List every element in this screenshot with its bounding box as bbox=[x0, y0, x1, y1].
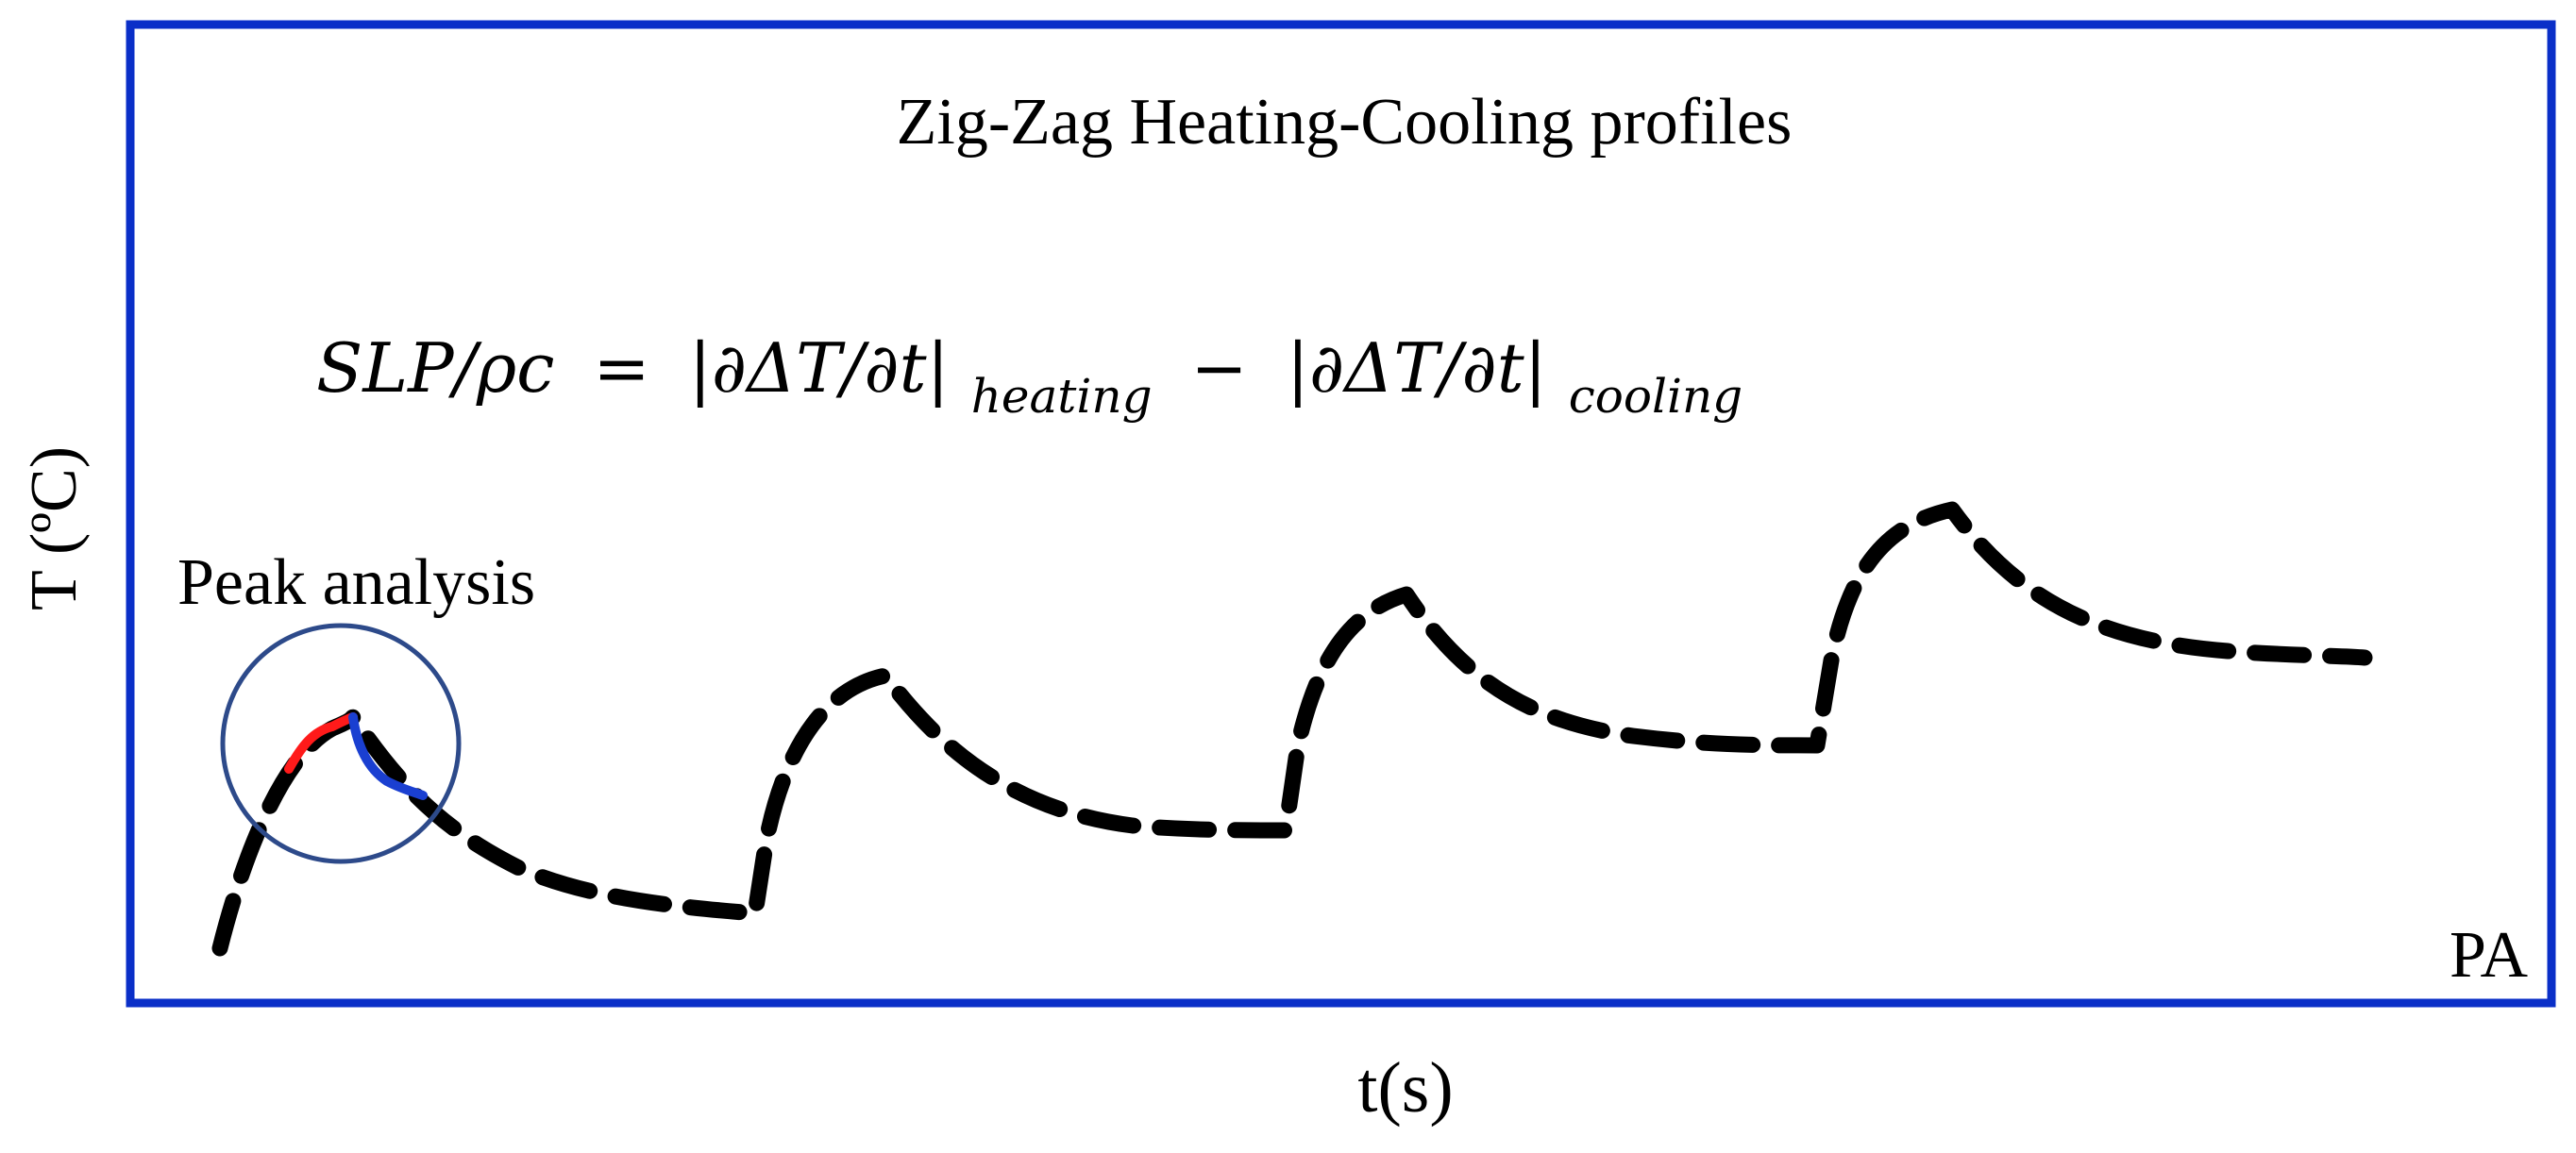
peak-analysis-circle bbox=[220, 623, 462, 864]
y-axis-label: T (ºC) bbox=[18, 446, 91, 610]
plot-frame bbox=[126, 20, 2556, 1008]
peak-analysis-label: Peak analysis bbox=[177, 546, 535, 619]
slp-equation: SLP/ρc = |∂ΔT/∂t| heating − |∂ΔT/∂t| coo… bbox=[316, 328, 1743, 428]
cooling-segment bbox=[348, 712, 428, 800]
equation-heating-term: |∂ΔT/∂t| bbox=[689, 328, 950, 408]
x-axis-label: t(s) bbox=[1357, 1048, 1453, 1128]
equation-cooling-term: |∂ΔT/∂t| bbox=[1287, 328, 1547, 408]
equation-cooling-subscript: cooling bbox=[1569, 369, 1743, 424]
equation-equals: = bbox=[593, 328, 649, 408]
corner-label: PA bbox=[2450, 919, 2529, 992]
equation-heating-subscript: heating bbox=[971, 369, 1153, 424]
diagram-title: Zig-Zag Heating-Cooling profiles bbox=[897, 86, 1793, 159]
equation-minus: − bbox=[1190, 328, 1247, 408]
heating-segment bbox=[284, 712, 358, 774]
equation-lhs: SLP/ρc bbox=[316, 328, 555, 408]
temperature-profile bbox=[211, 501, 2373, 957]
